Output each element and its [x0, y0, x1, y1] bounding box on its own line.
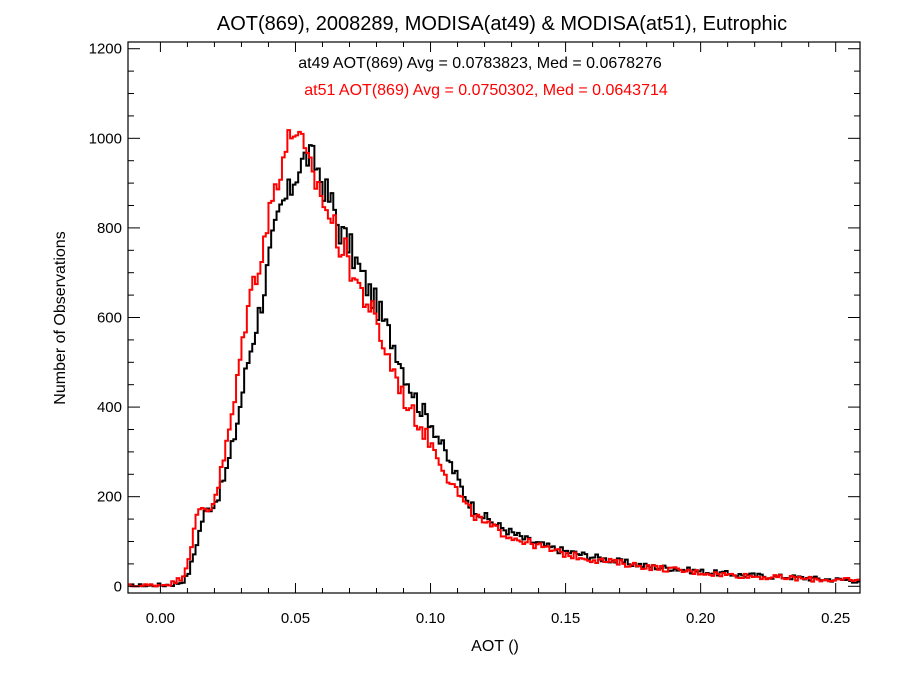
x-tick-label: 0.05 — [281, 610, 310, 627]
plot-series-group — [128, 129, 860, 588]
x-tick-label: 0.00 — [146, 610, 175, 627]
series-at51-histogram — [128, 129, 860, 588]
x-tick-label: 0.10 — [416, 610, 445, 627]
plot-frame — [127, 41, 861, 594]
x-axis-label: AOT () — [471, 638, 519, 655]
y-tick-label: 200 — [97, 489, 122, 506]
x-tick-label: 0.20 — [686, 610, 715, 627]
y-tick-label: 400 — [97, 399, 122, 416]
chart-title: AOT(869), 2008289, MODISA(at49) & MODISA… — [217, 13, 787, 35]
y-tick-label: 600 — [97, 310, 122, 327]
x-tick-label: 0.15 — [551, 610, 580, 627]
axis-ticks: 0.00 0.05 0.10 0.15 0.20 0.25 0 200 400 600 800 100… — [89, 41, 860, 627]
at51-stats-annotation: at51 AOT(869) Avg = 0.0750302, Med = 0.0… — [304, 82, 668, 99]
y-tick-label: 1200 — [89, 41, 122, 58]
y-tick-label: 1000 — [89, 130, 122, 147]
y-tick-label: 800 — [97, 220, 122, 237]
y-axis-label: Number of Observations — [52, 231, 69, 404]
x-tick-label: 0.25 — [821, 610, 850, 627]
at49-stats-annotation: at49 AOT(869) Avg = 0.0783823, Med = 0.0… — [298, 55, 662, 72]
y-tick-label: 0 — [114, 578, 122, 595]
